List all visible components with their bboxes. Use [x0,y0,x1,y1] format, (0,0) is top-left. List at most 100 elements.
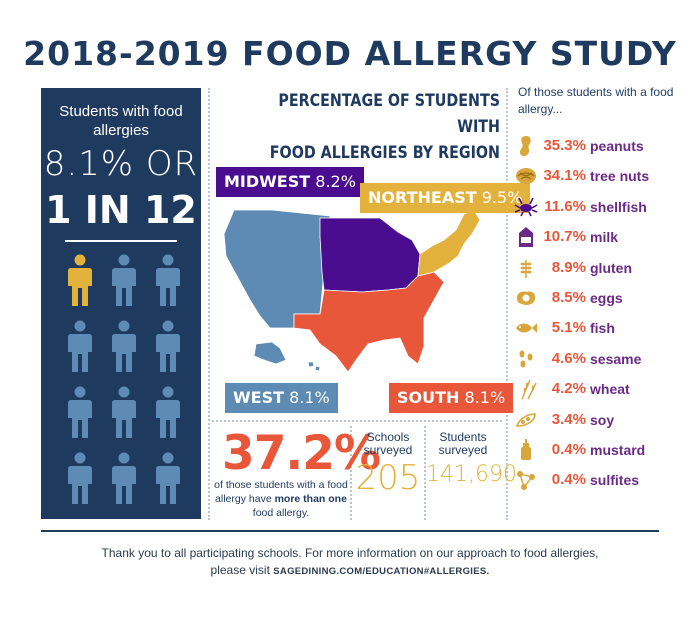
students-surveyed-value: 141,690 [426,462,517,487]
wheat-icon [514,377,538,401]
schools-surveyed-label: Schools surveyed [354,431,422,457]
allergy-percent: 5.1% [551,319,586,337]
allergy-name: milk [590,229,619,246]
student-figure-icon [67,386,93,438]
crab-icon [514,195,538,219]
allergy-percent: 35.3% [543,137,586,154]
allergy-percent: 8.5% [551,289,586,306]
student-figure-icon [111,254,137,306]
schools-label-line-2: surveyed [363,443,413,457]
footer: Thank you to all participating schools. … [0,545,700,580]
us-region-map [223,209,481,373]
region-label-northeast: NORTHEAST 9.5% [360,183,531,213]
region-name: WEST [233,388,285,407]
soybean-icon [514,408,538,432]
multi-text-pre: of those students with a food allergy ha… [214,479,348,505]
region-name: NORTHEAST [368,188,477,207]
allergy-percent: 10.7% [543,228,586,246]
peanut-icon [514,134,538,158]
region-value: 8.2% [315,172,356,191]
fried-egg-icon [514,286,538,310]
multiple-allergies-percent: 37.2% [222,426,381,481]
allergy-percent: 8.9% [551,258,586,276]
allergy-name: sulfites [590,472,640,489]
multi-text-bold: more than one [274,493,347,505]
footer-line-2: please visit sagedining.com/education#al… [0,562,700,580]
allergy-percent: 3.4% [551,410,586,428]
molecule-icon [514,468,538,492]
student-figure-icon [67,320,93,372]
sesame-seeds-icon [514,347,538,371]
student-figure-icon [111,386,137,438]
footer-website-link[interactable]: sagedining.com/education#allergies. [273,566,490,577]
allergy-item-tree-nuts: 34.1% tree nuts [514,162,690,190]
student-figure-icon [155,320,181,372]
fish-icon [514,316,538,340]
student-figure-icon [155,452,181,504]
allergy-name: soy [590,411,615,428]
student-figures-grid [55,250,187,510]
allergy-item-milk: 10.7% milk [514,223,690,251]
allergy-percent: 34.1% [543,167,586,185]
student-figure-icon [111,452,137,504]
students-with-allergies-panel: Students with food allergies 8.1% OR 1 I… [41,88,201,519]
map-region-northeast [417,209,481,277]
divider-right [506,88,508,520]
allergy-item-shellfish: 11.6% shellfish [514,193,690,221]
milk-carton-icon [514,225,538,249]
allergy-name: gluten [590,259,632,276]
allergy-name: tree nuts [590,168,650,185]
schools-surveyed-value: 205 [355,458,421,498]
multiple-allergies-text: of those students with a food allergy ha… [212,478,350,520]
allergy-item-peanuts: 35.3% peanuts [514,132,690,160]
allergy-name: fish [590,320,615,337]
divider-map-stats [212,420,502,422]
allergy-item-soy: 3.4% soy [514,406,690,434]
region-label-south: SOUTH 8.1% [389,383,514,413]
multi-text-post: food allergy. [252,507,310,519]
divider-stats-1 [350,426,352,520]
map-region-alaska [253,341,287,365]
panel-heading: Students with food allergies [59,103,183,139]
map-region-hawaii [307,361,321,372]
footer-divider [41,530,659,532]
map-title-line-1: PERCENTAGE OF STUDENTS WITH [278,91,500,137]
walnut-icon [514,164,538,188]
allergy-item-gluten: 8.9% gluten [514,254,690,282]
footer-line-1: Thank you to all participating schools. … [101,546,599,560]
allergy-percent: 4.2% [551,380,586,398]
wheat-stalk-icon [514,256,538,280]
student-figure-icon [67,254,93,306]
student-figure-icon [111,320,137,372]
allergy-item-fish: 5.1% fish [514,314,690,342]
map-region-west [223,209,331,329]
students-label-line-1: Students [439,430,487,444]
map-region-midwest [319,217,421,293]
footer-visit-text: please visit [210,563,270,577]
map-title-line-2: FOOD ALLERGIES BY REGION [269,143,500,163]
region-label-west: WEST 8.1% [225,383,338,413]
allergy-item-mustard: 0.4% mustard [514,436,690,464]
allergy-name: peanuts [590,138,644,154]
allergy-percent: 0.4% [551,441,586,458]
allergy-name: wheat [590,381,630,398]
allergy-percent: 0.4% [551,471,586,489]
region-value: 8.1% [289,388,330,407]
schools-label-line-1: Schools [366,430,410,444]
panel-divider [65,240,177,242]
allergy-name: sesame [590,350,642,367]
allergy-item-wheat: 4.2% wheat [514,375,690,403]
region-label-midwest: MIDWEST 8.2% [216,167,364,197]
divider-stats-2 [424,426,426,520]
student-figure-icon [155,386,181,438]
allergy-item-sesame: 4.6% sesame [514,345,690,373]
map-region-south [293,271,445,373]
region-value: 9.5% [481,188,523,207]
allergy-name: eggs [590,290,623,306]
student-figure-icon [67,452,93,504]
allergy-rate: 8.1% OR [43,144,199,184]
divider-left [208,88,210,520]
students-surveyed-label: Students surveyed [428,431,498,457]
students-label-line-2: surveyed [438,443,488,457]
mustard-bottle-icon [514,438,538,462]
